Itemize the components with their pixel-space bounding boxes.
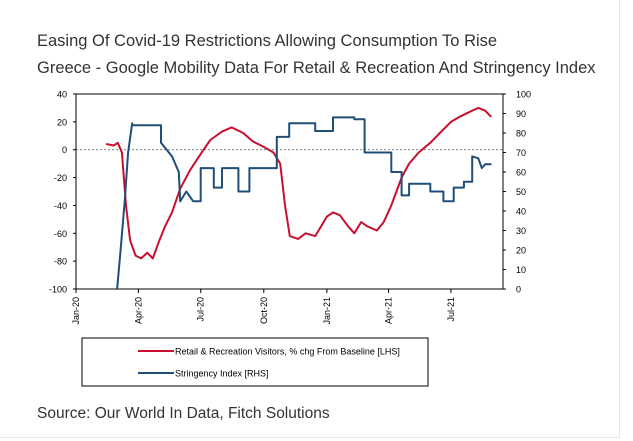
y-left-tick-label: -20 (54, 173, 67, 183)
chart-series (105, 106, 492, 290)
y-left-tick-label: -80 (54, 257, 67, 267)
x-tick-label: Oct-20 (259, 297, 269, 324)
y-right-tick-label: 90 (516, 109, 526, 119)
y-left-tick-label: -100 (49, 285, 67, 295)
legend-label: Retail & Recreation Visitors, % chg From… (175, 347, 400, 357)
x-tick-label: Jan-21 (322, 297, 332, 325)
x-tick-label: Jul-20 (196, 297, 206, 322)
y-right-tick-label: 60 (516, 168, 526, 178)
y-right-tick-label: 0 (516, 285, 521, 295)
chart-axes: 40200-20-40-60-80-1001009080706050403020… (49, 90, 531, 325)
legend-label: Stringency Index [RHS] (175, 369, 269, 379)
line-chart: 40200-20-40-60-80-1001009080706050403020… (49, 90, 531, 387)
y-right-tick-label: 80 (516, 129, 526, 139)
y-right-tick-label: 70 (516, 148, 526, 158)
y-right-tick-label: 30 (516, 226, 526, 236)
legend-box (81, 337, 429, 387)
chart-card: Easing Of Covid-19 Restrictions Allowing… (0, 0, 620, 438)
series-retail-line (105, 106, 492, 260)
y-left-tick-label: 20 (57, 117, 67, 127)
y-right-tick-label: 40 (516, 207, 526, 217)
series-stringency-line (116, 116, 492, 290)
y-left-tick-label: 40 (57, 90, 67, 100)
x-tick-label: Apr-20 (133, 297, 143, 324)
chart-title: Easing Of Covid-19 Restrictions Allowing… (37, 32, 498, 50)
y-right-tick-label: 20 (516, 246, 526, 256)
chart-legend: Retail & Recreation Visitors, % chg From… (81, 337, 429, 387)
y-right-tick-label: 100 (516, 90, 531, 100)
y-left-tick-label: -60 (54, 229, 67, 239)
x-tick-label: Apr-21 (384, 297, 394, 324)
y-right-tick-label: 10 (516, 265, 526, 275)
y-right-tick-label: 50 (516, 187, 526, 197)
x-tick-label: Jan-20 (71, 297, 81, 325)
y-left-tick-label: 0 (62, 145, 67, 155)
chart-source: Source: Our World In Data, Fitch Solutio… (37, 405, 330, 422)
chart-subtitle: Greece - Google Mobility Data For Retail… (37, 59, 596, 77)
y-left-tick-label: -40 (54, 201, 67, 211)
x-tick-label: Jul-21 (446, 297, 456, 322)
